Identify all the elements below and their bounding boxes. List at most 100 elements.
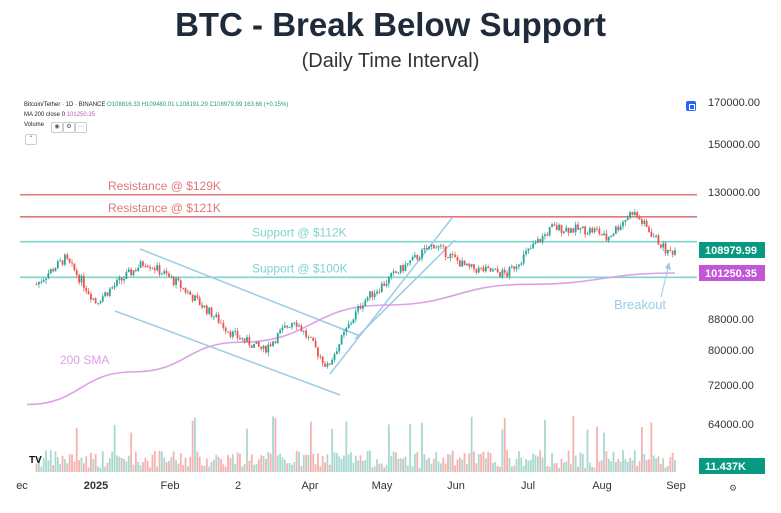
candle <box>350 320 352 326</box>
volume-bar <box>106 462 109 472</box>
settings-icon[interactable]: ⚙ <box>63 122 75 133</box>
candle-body <box>241 338 244 340</box>
level-label: Resistance @ $121K <box>108 201 221 215</box>
candle <box>392 268 395 276</box>
candle-body <box>643 220 646 224</box>
volume-bar <box>544 419 546 472</box>
candle-body <box>324 363 326 367</box>
candle <box>404 261 407 272</box>
candle <box>631 211 634 216</box>
candle-body <box>132 270 135 276</box>
volume-bar <box>132 464 135 472</box>
candle-body <box>42 280 45 282</box>
chart-area[interactable]: Bitcoin/Tether · 1D · BINANCE O108816.33… <box>0 92 781 513</box>
candle <box>293 322 296 326</box>
candle-body <box>492 269 494 272</box>
volume-bar <box>558 467 561 472</box>
volume-bar <box>442 457 445 472</box>
candle <box>600 233 603 236</box>
candle <box>309 336 312 339</box>
volume-bar <box>168 460 170 472</box>
candle <box>146 264 149 268</box>
volume-bar <box>239 453 241 472</box>
candle-body <box>596 228 598 230</box>
volume-bar <box>364 459 367 472</box>
candle <box>572 227 575 234</box>
candle <box>345 326 348 336</box>
candle-body <box>293 322 296 324</box>
candle <box>288 326 291 329</box>
more-icon[interactable]: ⋯ <box>75 122 87 133</box>
volume-bar <box>90 452 92 472</box>
volume-bar <box>120 458 123 472</box>
candle-body <box>201 305 203 308</box>
candle-body <box>553 224 556 226</box>
volume-bar <box>586 429 589 472</box>
candle-body <box>170 276 173 278</box>
volume-bar <box>496 466 499 472</box>
volume-bar <box>532 453 535 472</box>
candle-body <box>499 272 501 277</box>
candle <box>333 352 336 363</box>
volume-bar <box>340 458 343 472</box>
candle-body <box>314 341 317 348</box>
volume-bar <box>160 451 163 472</box>
eye-icon[interactable]: ◉ <box>51 122 63 133</box>
candle <box>567 227 570 237</box>
volume-bar <box>548 466 551 472</box>
y-tick-label: 88000.00 <box>708 314 754 326</box>
volume-bar <box>281 457 284 472</box>
volume-bar <box>423 454 426 472</box>
breakout-arrow-head <box>665 262 671 270</box>
candle-body <box>90 293 92 300</box>
candle <box>357 304 360 315</box>
candle-body <box>527 248 530 252</box>
volume-bar <box>560 458 563 472</box>
candle-body <box>539 239 542 243</box>
volume-bar <box>657 456 660 472</box>
candle <box>558 223 561 232</box>
channel-line <box>329 217 453 375</box>
volume-bar <box>42 457 45 472</box>
candle <box>423 244 426 253</box>
chart-header-ohlc: O108816.33 H109480.01 L108191.29 C108979… <box>107 102 289 108</box>
volume-bar <box>390 455 393 472</box>
volume-bar <box>612 451 615 472</box>
volume-bar <box>305 454 308 472</box>
candle-body <box>248 337 251 346</box>
candle-body <box>194 295 196 302</box>
collapse-icon[interactable]: ⌃ <box>25 134 37 145</box>
candle-body <box>175 278 177 286</box>
volume-bar <box>579 452 582 472</box>
candle <box>473 264 475 273</box>
candle-body <box>281 327 284 331</box>
candle <box>241 337 244 342</box>
gear-icon[interactable]: ⚙ <box>729 483 738 493</box>
candle <box>484 263 487 273</box>
candles <box>35 208 676 369</box>
volume-bar <box>399 458 402 472</box>
candle <box>650 228 653 238</box>
candle <box>586 231 589 236</box>
volume-bar <box>487 451 490 472</box>
candle-body <box>47 273 50 279</box>
volume-bar <box>378 463 381 472</box>
candle <box>234 328 237 336</box>
candle-body <box>262 345 265 349</box>
annotations: Resistance @ $129K Resistance @ $121K Supp… <box>60 179 671 367</box>
candle <box>118 275 121 284</box>
volume-bar <box>411 466 414 472</box>
candle <box>399 265 402 275</box>
candle-body <box>288 327 291 328</box>
calendar-icon[interactable] <box>686 101 696 111</box>
volume-bar <box>283 459 286 472</box>
candle <box>243 338 246 344</box>
candle <box>411 255 414 261</box>
candle <box>603 230 605 236</box>
candle-body <box>253 343 255 348</box>
volume-bar <box>331 428 334 472</box>
volume-bar <box>373 466 376 472</box>
candle <box>179 278 182 292</box>
candle <box>354 308 357 323</box>
candle-body <box>418 258 421 260</box>
